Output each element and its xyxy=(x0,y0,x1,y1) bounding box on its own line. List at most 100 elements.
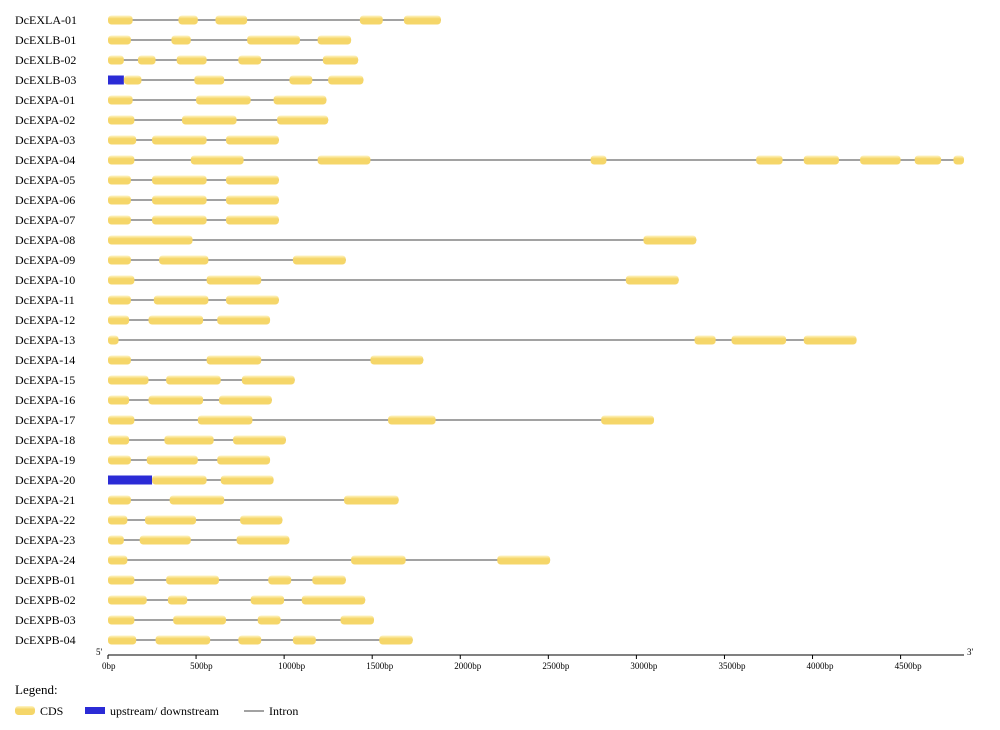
cds-exon xyxy=(322,55,359,65)
cds-exon xyxy=(625,275,679,285)
cds-exon xyxy=(351,555,406,565)
cds-exon xyxy=(268,575,292,585)
cds-exon xyxy=(108,155,135,165)
cds-exon xyxy=(233,435,286,445)
gene-row: DcEXLA-01 xyxy=(15,13,441,27)
gene-label: DcEXPA-07 xyxy=(15,213,75,227)
cds-exon xyxy=(238,635,262,645)
gene-row: DcEXPB-01 xyxy=(15,573,346,587)
cds-exon xyxy=(152,215,207,225)
gene-label: DcEXPA-19 xyxy=(15,453,75,467)
cds-exon xyxy=(206,355,262,365)
cds-exon xyxy=(220,475,274,485)
cds-exon xyxy=(167,595,188,605)
cds-exon xyxy=(146,455,198,465)
cds-exon xyxy=(152,195,207,205)
cds-exon xyxy=(108,355,131,365)
cds-exon xyxy=(173,615,227,625)
gene-row: DcEXPA-08 xyxy=(15,233,697,247)
gene-row: DcEXPA-23 xyxy=(15,533,290,547)
gene-row: DcEXLB-02 xyxy=(15,53,359,67)
cds-exon xyxy=(731,335,787,345)
cds-exon xyxy=(108,555,128,565)
gene-row: DcEXPA-04 xyxy=(15,153,964,167)
cds-exon xyxy=(166,375,221,385)
gene-row: DcEXPA-13 xyxy=(15,333,857,347)
gene-label: DcEXPA-03 xyxy=(15,133,75,147)
cds-exon xyxy=(226,135,279,145)
cds-exon xyxy=(226,195,279,205)
cds-exon xyxy=(108,515,128,525)
cds-exon xyxy=(236,535,290,545)
cds-exon xyxy=(803,335,857,345)
axis-tick-label: 4500bp xyxy=(895,661,923,671)
cds-exon xyxy=(359,15,383,25)
gene-label: DcEXLA-01 xyxy=(15,13,77,27)
cds-exon xyxy=(238,55,262,65)
legend-item-label: Intron xyxy=(269,704,298,718)
cds-exon xyxy=(914,155,942,165)
gene-label: DcEXPA-23 xyxy=(15,533,75,547)
cds-exon xyxy=(108,615,135,625)
cds-exon xyxy=(155,635,211,645)
gene-row: DcEXPB-02 xyxy=(15,593,366,607)
axis-tick-label: 500bp xyxy=(190,661,213,671)
gene-row: DcEXPA-19 xyxy=(15,453,271,467)
gene-label: DcEXPA-09 xyxy=(15,253,75,267)
utr-segment xyxy=(108,75,124,85)
cds-exon xyxy=(139,535,191,545)
gene-label: DcEXPA-10 xyxy=(15,273,75,287)
cds-exon xyxy=(388,415,436,425)
gene-label: DcEXPA-24 xyxy=(15,553,75,567)
cds-exon xyxy=(340,615,374,625)
gene-rows: DcEXLA-01 DcEXLB-01 DcEXLB-02 DcEXLB-03 DcEX… xyxy=(15,13,964,647)
cds-exon xyxy=(247,35,300,45)
cds-exon xyxy=(226,295,279,305)
gene-label: DcEXPA-16 xyxy=(15,393,75,407)
gene-row: DcEXPA-10 xyxy=(15,273,679,287)
axis-tick-label: 2500bp xyxy=(542,661,570,671)
cds-exon xyxy=(176,55,207,65)
axis-tick-label: 2000bp xyxy=(454,661,482,671)
cds-exon xyxy=(257,615,281,625)
gene-label: DcEXPA-04 xyxy=(15,153,75,167)
cds-exon xyxy=(250,595,285,605)
cds-exon xyxy=(153,295,209,305)
cds-exon xyxy=(217,315,271,325)
cds-exon xyxy=(277,115,329,125)
cds-exon xyxy=(217,455,271,465)
axis-tick-label: 3000bp xyxy=(630,661,658,671)
gene-label: DcEXPA-15 xyxy=(15,373,75,387)
gene-row: DcEXPA-09 xyxy=(15,253,346,267)
gene-row: DcEXPA-14 xyxy=(15,353,424,367)
axis-tick-label: 1500bp xyxy=(366,661,394,671)
gene-row: DcEXPA-16 xyxy=(15,393,272,407)
cds-exon xyxy=(379,635,413,645)
cds-exon xyxy=(215,15,248,25)
gene-row: DcEXPA-24 xyxy=(15,553,551,567)
cds-exon xyxy=(108,95,133,105)
cds-exon xyxy=(108,35,131,45)
cds-exon xyxy=(108,415,135,425)
legend-utr-swatch xyxy=(85,707,105,714)
gene-label: DcEXPB-01 xyxy=(15,573,76,587)
gene-row: DcEXPA-21 xyxy=(15,493,399,507)
cds-exon xyxy=(601,415,655,425)
cds-exon xyxy=(108,455,131,465)
cds-exon xyxy=(370,355,424,365)
cds-exon xyxy=(197,415,253,425)
cds-exon xyxy=(108,115,135,125)
cds-exon xyxy=(953,155,964,165)
gene-label: DcEXPB-04 xyxy=(15,633,76,647)
cds-exon xyxy=(317,155,371,165)
cds-exon xyxy=(166,575,219,585)
cds-exon xyxy=(206,275,262,285)
gene-label: DcEXLB-03 xyxy=(15,73,76,87)
scale-axis: 5' 3' 0bp 500bp 1000bp 1500bp 2000bp 2500bp 3000… xyxy=(96,647,974,671)
gene-label: DcEXPA-21 xyxy=(15,493,75,507)
cds-exon xyxy=(108,275,135,285)
cds-exon xyxy=(169,495,225,505)
cds-exon xyxy=(144,515,197,525)
cds-exon xyxy=(108,255,131,265)
